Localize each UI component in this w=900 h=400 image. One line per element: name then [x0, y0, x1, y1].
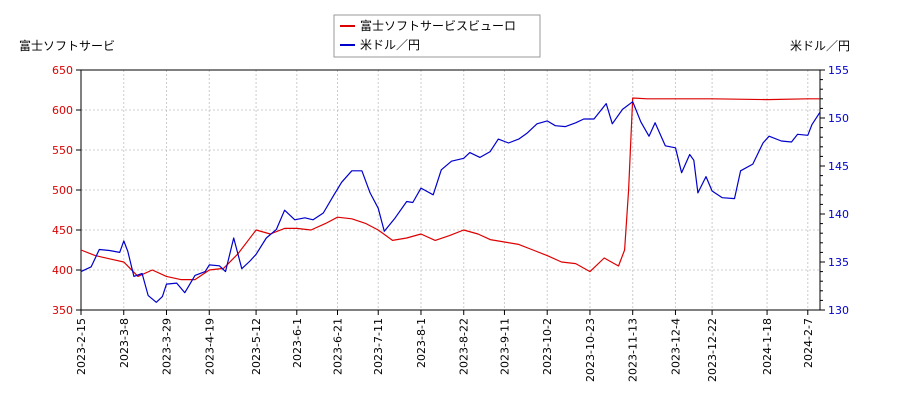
- grid-lines: [81, 70, 820, 310]
- left-tick-label: 600: [52, 104, 73, 117]
- left-tick-label: 650: [52, 64, 73, 77]
- x-axis: 2023-2-15 2023-3-8 2023-3-29 2023-4-19 2023-…: [75, 310, 815, 382]
- x-tick-label: 2023-3-29: [161, 318, 174, 375]
- x-tick-label: 2023-6-21: [332, 318, 345, 375]
- x-tick-label: 2023-3-8: [118, 318, 131, 368]
- legend-label-usdjpy: 米ドル／円: [360, 38, 420, 52]
- left-tick-label: 500: [52, 184, 73, 197]
- x-tick-label: 2023-10-2: [541, 318, 554, 375]
- left-tick-label: 550: [52, 144, 73, 157]
- left-axis-title: 富士ソフトサービ: [19, 38, 115, 53]
- legend: 富士ソフトサービスビューロ 米ドル／円: [333, 14, 541, 58]
- right-tick-label: 145: [828, 160, 849, 173]
- x-tick-label: 2023-9-11: [498, 318, 511, 375]
- left-axis: 350 400 450 500 550 600 650: [52, 64, 81, 317]
- right-tick-label: 155: [828, 64, 849, 77]
- x-tick-label: 2023-11-13: [627, 318, 640, 382]
- series-layer: [80, 97, 821, 303]
- x-tick-label: 2023-2-15: [75, 318, 88, 375]
- right-tick-label: 140: [828, 208, 849, 221]
- right-axis: 130 135 140 145 150 155: [820, 64, 849, 317]
- x-tick-label: 2023-12-22: [706, 318, 719, 382]
- x-tick-label: 2024-1-18: [761, 318, 774, 375]
- left-tick-label: 350: [52, 304, 73, 317]
- x-tick-label: 2024-2-7: [802, 318, 815, 368]
- x-tick-label: 2023-7-11: [372, 318, 385, 375]
- x-tick-label: 2023-12-4: [669, 318, 682, 375]
- x-tick-label: 2023-8-22: [458, 318, 471, 375]
- right-tick-label: 150: [828, 112, 849, 125]
- x-tick-label: 2023-8-1: [415, 318, 428, 368]
- x-tick-label: 2023-10-23: [584, 318, 597, 382]
- left-tick-label: 400: [52, 264, 73, 277]
- legend-label-company: 富士ソフトサービスビューロ: [360, 18, 516, 33]
- x-tick-label: 2023-5-12: [250, 318, 263, 375]
- left-tick-label: 450: [52, 224, 73, 237]
- right-tick-label: 130: [828, 304, 849, 317]
- right-axis-title: 米ドル／円: [790, 39, 850, 53]
- x-tick-label: 2023-6-1: [291, 318, 304, 368]
- series-line-usdjpy: [80, 101, 821, 303]
- right-tick-label: 135: [828, 256, 849, 269]
- x-tick-label: 2023-4-19: [203, 318, 216, 375]
- legend-box: [333, 14, 541, 58]
